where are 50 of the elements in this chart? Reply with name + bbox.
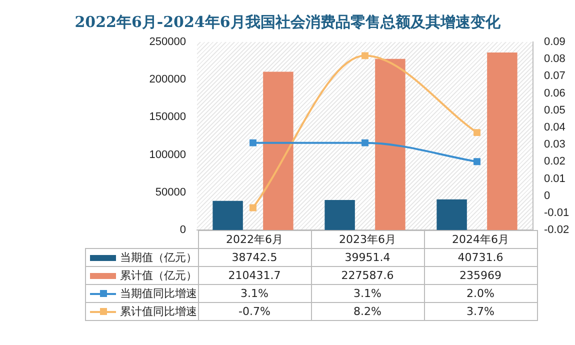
point	[250, 204, 256, 212]
y2-tick-label: 0.06	[544, 87, 566, 100]
y-tick-label: 50000	[155, 186, 186, 198]
y2-tick-label: 0.05	[544, 104, 566, 116]
y-tick-label: 250000	[149, 36, 186, 48]
data-label: 227587.6	[311, 266, 424, 284]
data-label: 39951.4	[311, 248, 424, 266]
legend-label: 当期值同比增速	[86, 284, 198, 302]
bar	[375, 58, 406, 230]
y2-tick-label: -0.01	[544, 206, 570, 219]
data-label: 2.0%	[424, 284, 537, 302]
y-tick-label: 150000	[149, 111, 186, 124]
y2-tick-label: 0.01	[544, 172, 566, 185]
point	[362, 139, 368, 146]
x-tick-label: 2022年6月	[198, 230, 311, 248]
bar	[436, 199, 467, 230]
x-tick-label: 2023年6月	[311, 230, 424, 248]
data-label: 235969	[424, 266, 537, 284]
x-tick-label: 2024年6月	[424, 230, 537, 248]
legend-label: 累计值同比增速	[86, 302, 198, 320]
bar	[212, 200, 243, 230]
y2-tick-label: 0.07	[544, 70, 566, 82]
data-label: 40731.6	[424, 248, 537, 266]
data-label: 3.1%	[311, 284, 424, 302]
y2-tick-label: 0.09	[544, 36, 566, 48]
y2-tick-label: 0.03	[544, 138, 566, 151]
point	[474, 129, 480, 136]
data-label: 38742.5	[198, 248, 311, 266]
y2-tick-label: 0.02	[544, 156, 566, 168]
y-tick-label: 100000	[149, 148, 186, 161]
data-label: 210431.7	[198, 266, 311, 284]
y2-tick-label: -0.02	[544, 224, 570, 236]
data-label: 8.2%	[311, 302, 424, 320]
bar	[263, 72, 294, 230]
bar	[324, 200, 355, 230]
y2-tick-label: 0	[544, 190, 550, 202]
legend-label: 当期值（亿元）	[86, 248, 198, 266]
point	[474, 158, 480, 166]
point	[362, 52, 368, 60]
data-label: 3.1%	[198, 284, 311, 302]
y-tick-label: 200000	[149, 74, 186, 86]
data-label: -0.7%	[198, 302, 311, 320]
bar	[487, 52, 518, 230]
point	[250, 139, 256, 146]
y2-tick-label: 0.08	[544, 53, 566, 66]
chart-title: 2022年6月-2024年6月我国社会消费品零售总额及其增速变化	[74, 12, 502, 31]
legend-label: 累计值（亿元）	[86, 266, 198, 284]
y-tick-label: 0	[180, 224, 186, 236]
data-label: 3.7%	[424, 302, 537, 320]
y2-tick-label: 0.04	[544, 121, 566, 134]
